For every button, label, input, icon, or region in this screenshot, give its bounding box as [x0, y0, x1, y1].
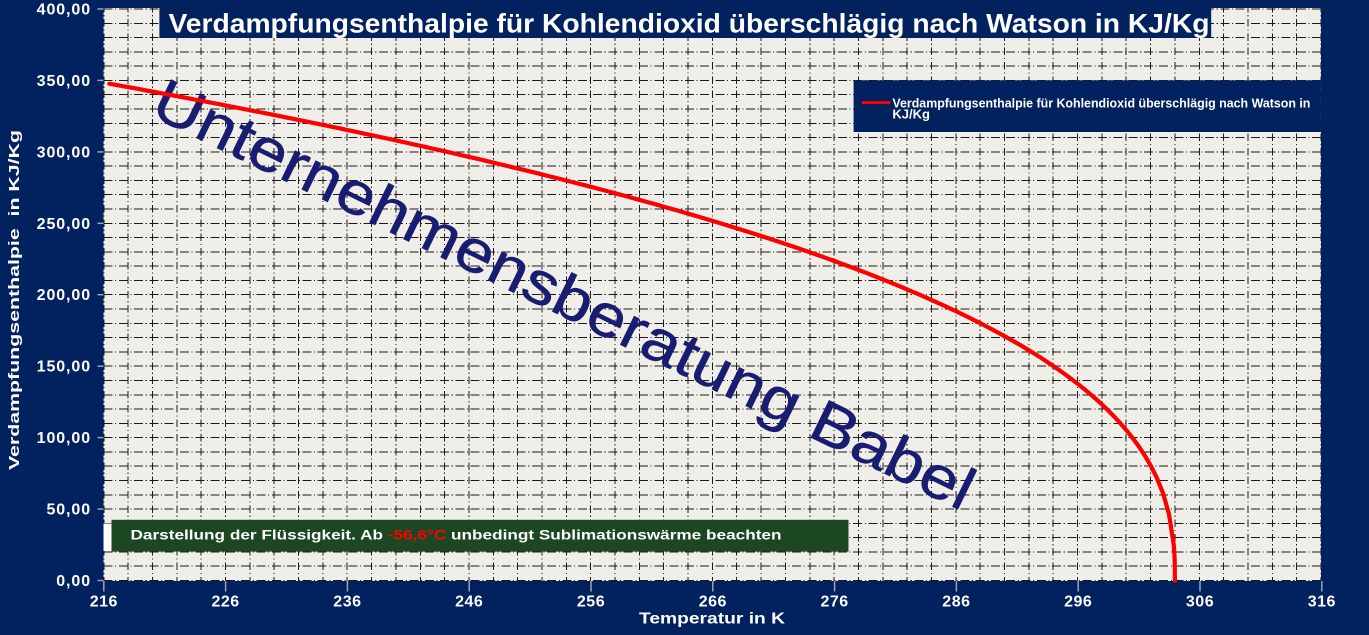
- svg-text:400,00: 400,00: [37, 2, 91, 19]
- svg-text:200,00: 200,00: [37, 287, 91, 304]
- svg-text:250,00: 250,00: [37, 216, 91, 233]
- svg-text:296: 296: [1064, 594, 1092, 611]
- svg-text:0,00: 0,00: [56, 573, 91, 590]
- svg-text:246: 246: [455, 594, 483, 611]
- svg-text:306: 306: [1186, 594, 1214, 611]
- svg-text:Temperatur in K: Temperatur in K: [639, 611, 786, 628]
- svg-text:286: 286: [942, 594, 970, 611]
- svg-text:100,00: 100,00: [37, 430, 91, 447]
- svg-text:150,00: 150,00: [37, 359, 91, 376]
- svg-text:Darstellung der Flüssigkeit. A: Darstellung der Flüssigkeit. Ab -56,6°C …: [131, 528, 782, 543]
- svg-text:226: 226: [211, 594, 239, 611]
- svg-text:Verdampfungsenthalpie in KJ/K: Verdampfungsenthalpie in KJ/Kg: [6, 130, 23, 470]
- svg-text:300,00: 300,00: [37, 144, 91, 161]
- svg-text:350,00: 350,00: [37, 73, 91, 90]
- svg-text:256: 256: [577, 594, 605, 611]
- svg-text:316: 316: [1308, 594, 1336, 611]
- svg-text:216: 216: [90, 594, 118, 611]
- svg-text:Verdampfungsenthalpie für Kohl: Verdampfungsenthalpie für Kohlendioxid ü…: [892, 96, 1310, 111]
- svg-text:Verdampfungsenthalpie für Kohl: Verdampfungsenthalpie für Kohlendioxid ü…: [169, 9, 1210, 39]
- svg-text:276: 276: [820, 594, 848, 611]
- svg-text:236: 236: [333, 594, 361, 611]
- svg-text:50,00: 50,00: [46, 502, 91, 519]
- svg-text:266: 266: [699, 594, 727, 611]
- svg-text:KJ/Kg: KJ/Kg: [892, 107, 930, 122]
